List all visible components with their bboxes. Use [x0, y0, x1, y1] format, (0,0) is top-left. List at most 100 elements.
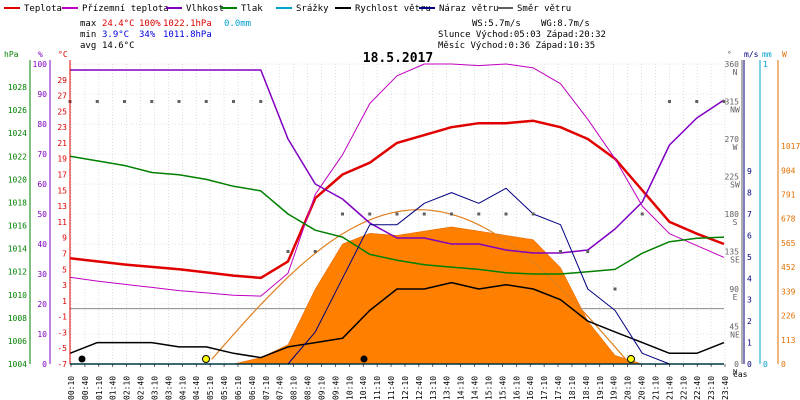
x-tick-label: 20:10: [624, 376, 633, 400]
legend-label: Teplota: [24, 4, 62, 14]
stat-min-label: min: [80, 30, 96, 40]
pct-axis-tick: 40: [37, 240, 47, 249]
unit-degc: °C: [58, 50, 68, 59]
wm2-axis-tick: 1017: [781, 142, 800, 151]
x-tick-label: 08:40: [304, 376, 313, 400]
x-tick-label: 21:40: [665, 376, 674, 400]
dir-axis-compass: NW: [730, 106, 740, 115]
wind-direction-point: [559, 250, 562, 253]
hpa-axis-tick: 1012: [8, 268, 27, 277]
x-tick-label: 11:10: [373, 376, 382, 400]
stat-min-hum: 34%: [139, 30, 156, 40]
x-tick-label: 04:10: [178, 376, 187, 400]
degc-axis-tick: 11: [57, 218, 67, 227]
x-tick-label: 17:40: [554, 376, 563, 400]
axis-units: hPa % °C ° m/s mm W: [4, 50, 787, 59]
legend-label: Tlak: [241, 4, 263, 14]
wind-direction-point: [95, 100, 99, 103]
hpa-axis-tick: 1022: [8, 152, 27, 161]
x-tick-label: 03:40: [164, 376, 173, 400]
unit-deg: °: [727, 50, 732, 59]
stat-max-temp: 24.4°C: [102, 19, 135, 29]
wind-direction-point: [286, 250, 290, 253]
legend-label: Přízemní teplota: [82, 4, 169, 14]
sunrise-icon: [202, 355, 210, 363]
ms-axis-tick: 9: [747, 167, 752, 176]
x-tick-label: 11:40: [387, 376, 396, 400]
chart-date: 18.5.2017: [363, 51, 433, 66]
legend-label: Náraz větru: [439, 4, 499, 14]
moonset-icon: [360, 355, 368, 363]
degc-axis-tick: 13: [57, 202, 67, 211]
pct-axis-tick: 80: [37, 120, 47, 129]
sunset-icon: [627, 355, 635, 363]
sun-markers: [78, 355, 635, 363]
dir-axis-tick: 270: [725, 135, 740, 144]
hpa-axis-tick: 1004: [8, 360, 27, 369]
x-tick-label: 06:40: [248, 376, 257, 400]
dir-axis-tick: 315: [725, 98, 740, 107]
dir-axis-compass: NE: [730, 331, 740, 340]
wind-direction-point: [150, 100, 154, 103]
legend-label: Rychlost větru: [355, 4, 431, 14]
wind-direction-point: [395, 212, 399, 216]
degc-axis-tick: 9: [62, 234, 67, 243]
legend-label: Srážky: [296, 4, 329, 14]
time-axis-label: čas: [733, 369, 748, 379]
wind-direction-point: [450, 212, 453, 216]
unit-ms: m/s: [744, 50, 759, 59]
unit-hpa: hPa: [4, 50, 19, 59]
legend-label: Vlhkost: [186, 4, 224, 14]
wm2-axis-tick: 226: [781, 312, 796, 321]
x-tick-label: 07:10: [262, 376, 271, 400]
info-block: WS:5.7m/s WG:8.7m/s Slunce Východ:05:03 …: [438, 19, 606, 51]
x-tick-label: 15:40: [498, 376, 507, 400]
wm2-axis-tick: 791: [781, 191, 796, 200]
x-tick-label: 07:40: [276, 376, 285, 400]
x-tick-label: 14:40: [471, 376, 480, 400]
dir-axis-compass: E: [733, 293, 738, 302]
stats-block: max 24.4°C 100% 1022.1hPa 0.0mm min 3.9°…: [80, 19, 251, 51]
x-tick-label: 13:40: [443, 376, 452, 400]
degc-axis-tick: -7: [57, 360, 67, 369]
x-tick-label: 02:40: [137, 376, 146, 400]
pct-axis-tick: 70: [37, 150, 47, 159]
pct-axis-tick: 10: [37, 330, 47, 339]
ms-axis-tick: 8: [747, 189, 752, 198]
info-ws: WS:5.7m/s: [472, 19, 521, 29]
ms-axis-tick: 2: [747, 317, 752, 326]
x-tick-label: 22:10: [679, 376, 688, 400]
series-line-p-zemn-teplota: [69, 63, 725, 297]
pct-axis-tick: 90: [37, 90, 47, 99]
clear-sky-radiation-curve: [211, 209, 632, 365]
x-tick-label: 01:40: [109, 376, 118, 400]
wind-direction-point: [695, 100, 699, 103]
hpa-axis-tick: 1010: [8, 291, 27, 300]
dir-axis-tick: 0: [734, 360, 739, 369]
unit-pct: %: [38, 50, 43, 59]
degc-axis-tick: 21: [57, 139, 67, 148]
chart-axes: 1004100610081010101210141016101810201022…: [8, 60, 800, 400]
pct-axis-tick: 60: [37, 180, 47, 189]
wind-direction-point: [259, 100, 263, 103]
ms-axis-tick: 5: [747, 253, 752, 262]
series-line-rychlost-v-tru: [69, 281, 725, 359]
dir-axis-tick: 180: [725, 210, 740, 219]
degc-axis-tick: 5: [62, 265, 67, 274]
stat-avg-label: avg: [80, 41, 96, 51]
degc-axis-tick: 29: [57, 76, 67, 85]
degc-axis-tick: 3: [62, 281, 67, 290]
dir-axis-compass: SE: [730, 256, 740, 265]
wm2-axis-tick: 565: [781, 239, 796, 248]
wind-direction-point: [640, 212, 644, 216]
x-tick-label: 04:40: [192, 376, 201, 400]
wm2-axis-tick: 452: [781, 263, 796, 272]
wind-direction-points: [68, 100, 726, 291]
chart-legend: Teplota Přízemní teplota Vlhkost Tlak Srážky…: [4, 4, 571, 14]
degc-axis-tick: -1: [57, 313, 67, 322]
x-tick-label: 19:10: [596, 376, 605, 400]
wind-direction-point: [177, 100, 181, 103]
degc-axis-tick: -5: [57, 344, 67, 353]
wind-direction-point: [123, 100, 126, 103]
hpa-axis-tick: 1016: [8, 222, 27, 231]
